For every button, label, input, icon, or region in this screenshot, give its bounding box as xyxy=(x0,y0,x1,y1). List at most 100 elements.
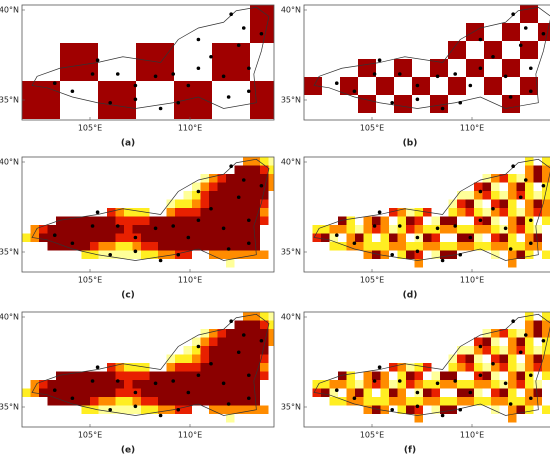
map-cell xyxy=(243,397,252,406)
map-cell xyxy=(499,405,508,414)
map-cell xyxy=(525,199,534,208)
map-cell xyxy=(251,388,260,397)
map-cell xyxy=(251,380,260,389)
map-cell xyxy=(132,259,141,268)
map-cell xyxy=(363,397,372,406)
station-dot xyxy=(372,224,377,228)
map-cell xyxy=(56,371,65,380)
panel-frame xyxy=(303,156,550,273)
map-cell xyxy=(423,250,432,259)
lat-label: 35°N xyxy=(0,248,19,257)
map-cell xyxy=(183,208,192,217)
map-cell xyxy=(73,242,82,251)
map-cell xyxy=(394,95,412,113)
map-cell xyxy=(372,388,381,397)
map-cell xyxy=(474,388,483,397)
map-cell xyxy=(508,397,517,406)
map-cell xyxy=(90,250,99,259)
map-cell xyxy=(22,81,60,119)
map-cell xyxy=(251,191,260,200)
map-cell xyxy=(533,165,542,174)
map-cell xyxy=(397,371,406,380)
map-cell xyxy=(542,157,550,166)
map-cell xyxy=(499,242,508,251)
map-cell xyxy=(346,216,355,225)
map-cell xyxy=(355,225,364,234)
lat-label: 40°N xyxy=(0,313,19,322)
map-cell xyxy=(412,77,430,95)
map-cell xyxy=(525,250,534,259)
map-cell xyxy=(499,363,508,372)
map-cell xyxy=(56,388,65,397)
map-cell xyxy=(149,233,158,242)
map-cell xyxy=(183,216,192,225)
map-cell xyxy=(183,199,192,208)
map-cell xyxy=(200,346,209,355)
map-cell xyxy=(538,23,550,41)
map-cell xyxy=(533,208,542,217)
map-cell xyxy=(166,363,175,372)
map-cell xyxy=(312,380,321,389)
map-cell xyxy=(358,95,376,113)
map-cell xyxy=(183,363,192,372)
map-cell xyxy=(107,208,116,217)
map-cell xyxy=(508,250,517,259)
map-cell xyxy=(243,405,252,414)
map-cell xyxy=(482,216,491,225)
map-cell xyxy=(542,165,550,174)
map-cell xyxy=(107,242,116,251)
station-dot xyxy=(247,89,251,94)
map-cell xyxy=(482,182,491,191)
map-cell xyxy=(132,216,141,225)
map-cell xyxy=(414,371,423,380)
map-cell xyxy=(482,397,491,406)
map-cell xyxy=(406,371,415,380)
station-dot xyxy=(334,233,339,237)
map-cell xyxy=(465,250,474,259)
lat-label: 40°N xyxy=(281,6,301,15)
station-dot xyxy=(541,338,546,343)
map-cell xyxy=(346,371,355,380)
map-cell xyxy=(389,225,398,234)
map-cell xyxy=(499,216,508,225)
map-cell xyxy=(508,405,517,414)
station-dot xyxy=(186,235,191,240)
map-cell xyxy=(457,380,466,389)
map-cell xyxy=(158,216,167,225)
station-dot xyxy=(115,224,120,228)
map-cell xyxy=(380,225,389,234)
station-dot xyxy=(259,183,264,188)
map-cell xyxy=(329,233,338,242)
map-cell xyxy=(346,397,355,406)
station-dot xyxy=(458,252,463,257)
station-dot xyxy=(133,235,138,240)
map-cell xyxy=(64,216,73,225)
station-dot xyxy=(196,373,201,378)
map-cell xyxy=(516,191,525,200)
station-dot xyxy=(453,72,457,76)
map-cell xyxy=(440,242,449,251)
lat-label: 35°N xyxy=(281,96,301,105)
map-cell xyxy=(90,242,99,251)
map-cell xyxy=(234,380,243,389)
map-cell xyxy=(200,233,209,242)
map-cell xyxy=(234,208,243,217)
map-cell xyxy=(491,182,500,191)
map-cell xyxy=(158,371,167,380)
lon-label: 110°E xyxy=(178,276,202,285)
map-cell xyxy=(397,216,406,225)
station-dot xyxy=(529,373,533,378)
map-cell xyxy=(525,329,534,338)
map-cell xyxy=(158,250,167,259)
map-cell xyxy=(158,380,167,389)
map-cell xyxy=(234,388,243,397)
station-dot xyxy=(221,226,226,231)
map-cell xyxy=(542,174,550,183)
station-dot xyxy=(247,241,251,246)
map-cell xyxy=(329,388,338,397)
map-cell xyxy=(217,337,226,346)
map-cell xyxy=(448,405,457,414)
map-cell xyxy=(474,233,483,242)
lon-label: 105°E xyxy=(360,276,384,285)
map-cell xyxy=(226,259,235,268)
